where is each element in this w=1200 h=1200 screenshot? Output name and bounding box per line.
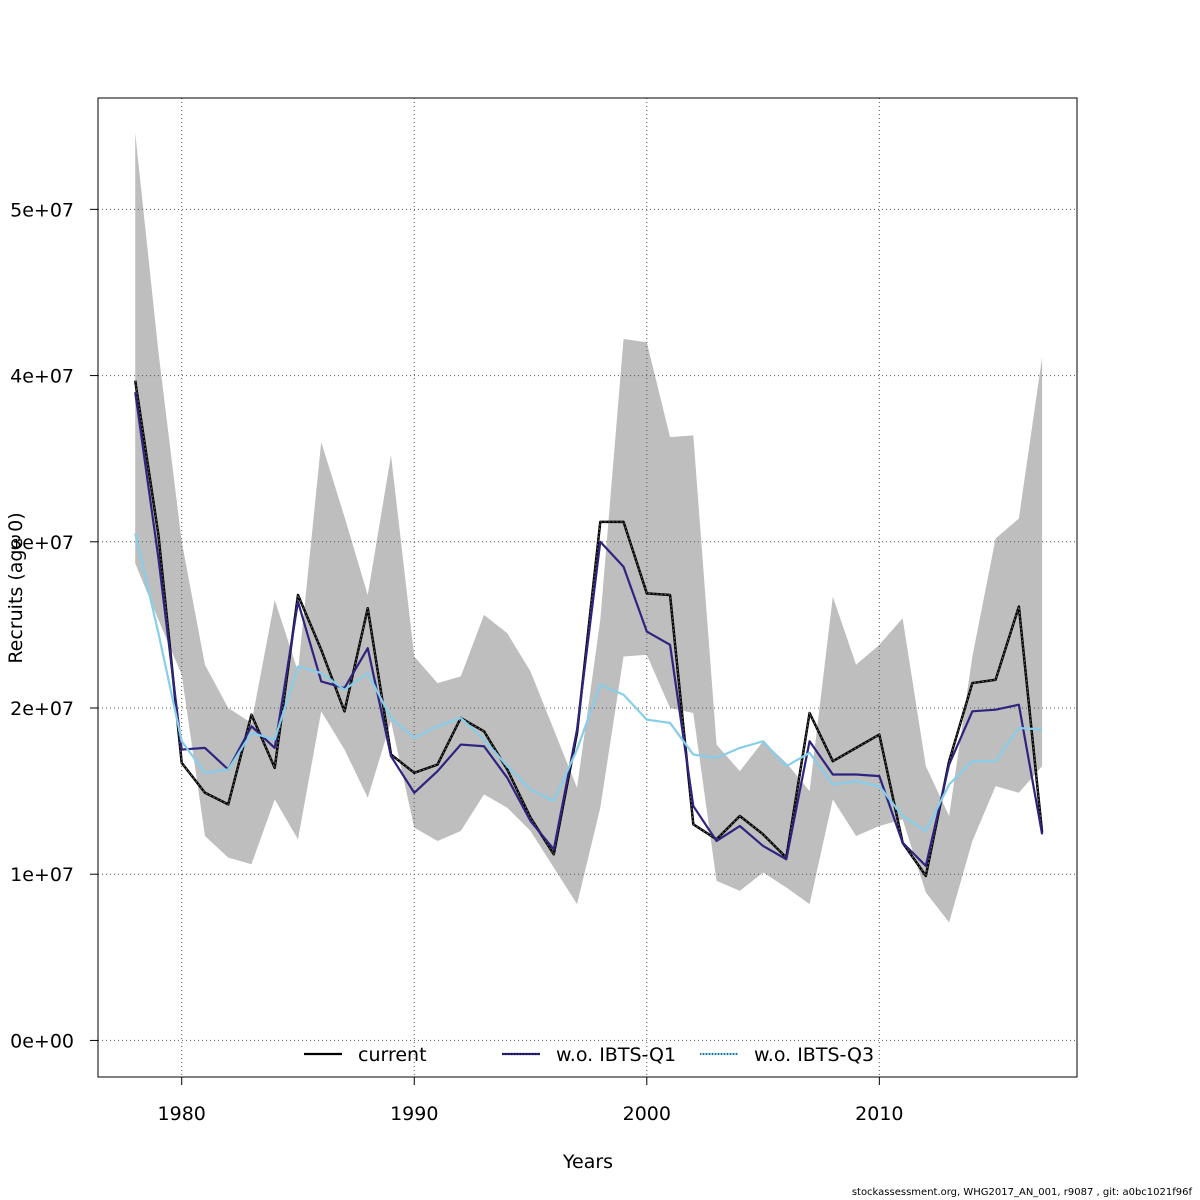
legend-label: w.o. IBTS-Q3 (754, 1044, 874, 1066)
y-tick-label: 4e+07 (10, 366, 74, 388)
x-axis-title: Years (562, 1151, 613, 1173)
y-axis: 0e+00 1e+07 2e+07 3e+07 4e+07 5e+07 (10, 199, 98, 1052)
y-tick-label: 0e+00 (10, 1030, 74, 1052)
legend-label: w.o. IBTS-Q1 (556, 1044, 676, 1066)
confidence-band-area (135, 132, 1043, 923)
y-tick-label: 2e+07 (10, 698, 74, 720)
series-line-wo-ibts-q1 (134, 392, 1044, 868)
x-tick-label: 1980 (158, 1103, 206, 1125)
legend-label: current (358, 1044, 427, 1066)
y-tick-label: 3e+07 (10, 532, 74, 554)
x-tick-label: 2000 (623, 1103, 671, 1125)
confidence-band (135, 132, 1043, 923)
footer-note: stockassessment.org, WHG2017_AN_001, r90… (851, 1187, 1192, 1198)
legend: current w.o. IBTS-Q1 w.o. IBTS-Q3 (304, 1044, 874, 1066)
x-tick-label: 1990 (390, 1103, 438, 1125)
x-axis: 1980 1990 2000 2010 (158, 1077, 904, 1125)
grid-lines (98, 98, 1077, 1077)
y-axis-title: Recruits (age 0) (5, 512, 27, 663)
series-lines (133, 380, 1044, 878)
x-tick-label: 2010 (855, 1103, 903, 1125)
series-line-wo-ibts-q3 (134, 533, 1043, 833)
plot-frame (97, 97, 1078, 1078)
y-tick-label: 5e+07 (10, 199, 74, 221)
y-tick-label: 1e+07 (10, 864, 74, 886)
